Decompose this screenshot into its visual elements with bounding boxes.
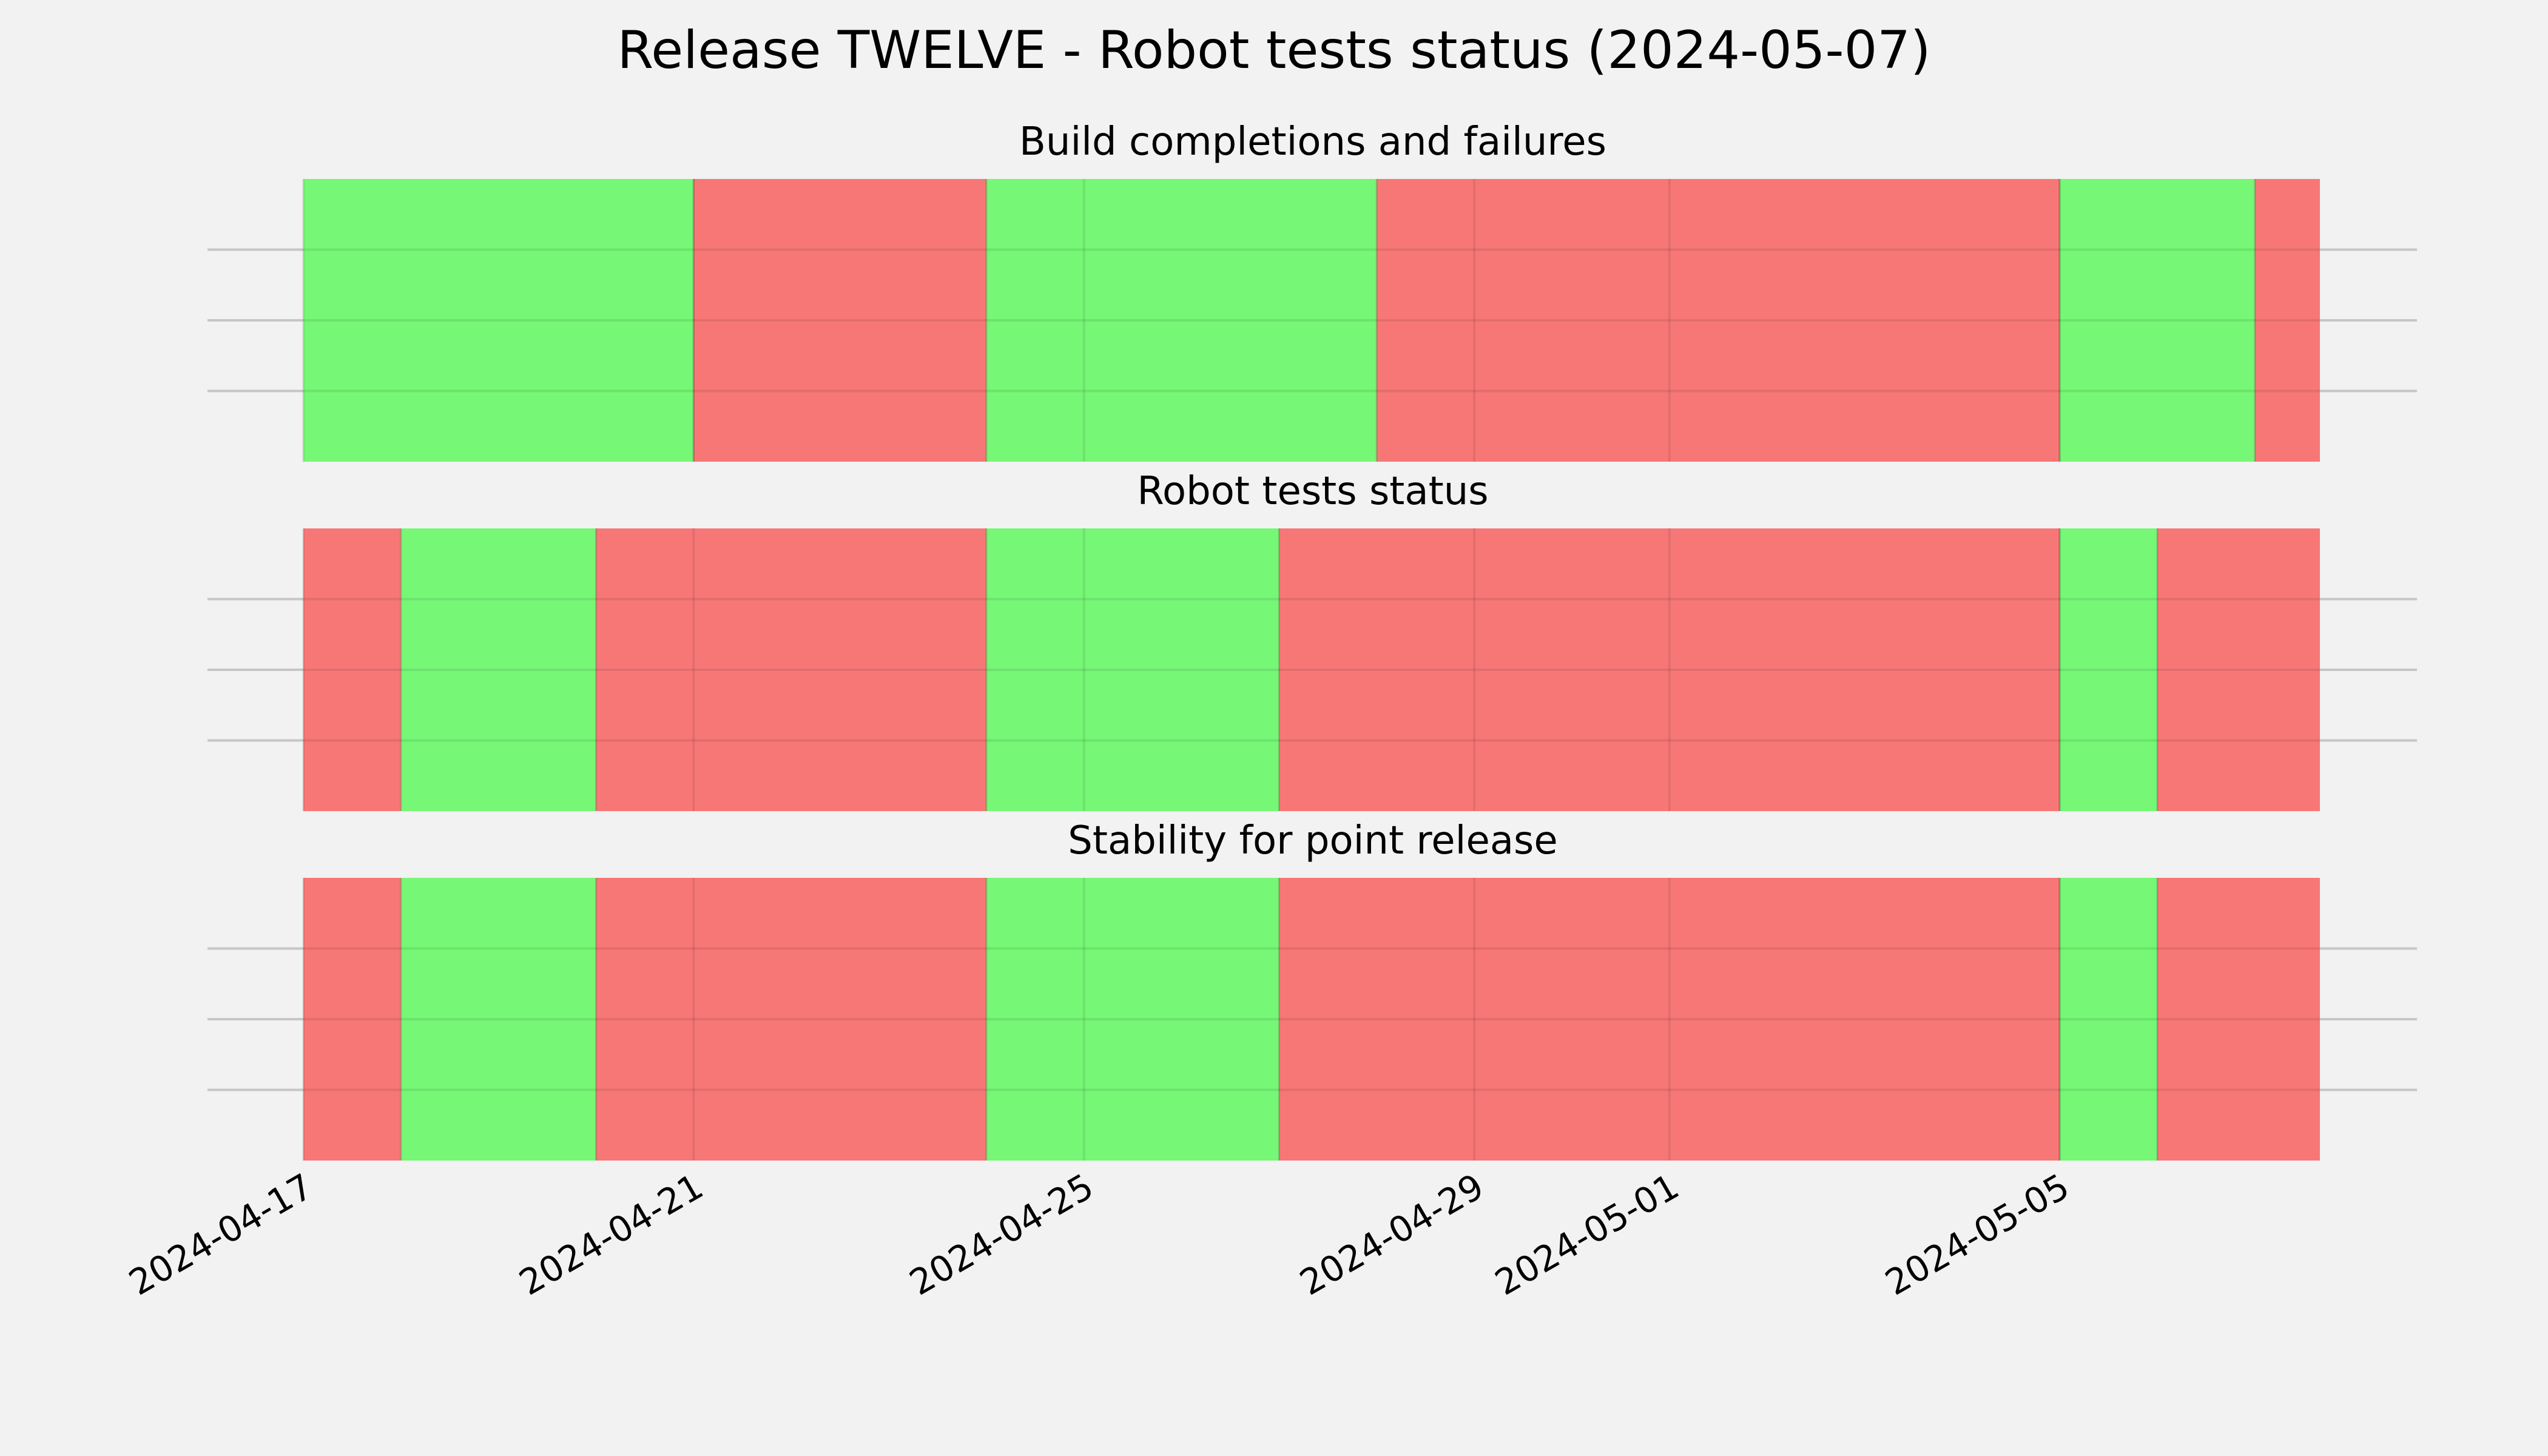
status-segment-pass: [400, 528, 596, 811]
status-segment-pass: [400, 878, 596, 1161]
status-segment-pass: [986, 179, 1377, 462]
status-segment-pass: [2060, 528, 2157, 811]
panel-title: Robot tests status: [1137, 469, 1488, 514]
panel-title: Stability for point release: [1068, 818, 1558, 863]
chart-title: Release TWELVE - Robot tests status (202…: [617, 20, 1930, 81]
panel-3: Stability for point release: [207, 818, 2417, 1161]
status-segment-fail: [303, 878, 401, 1161]
status-segment-pass: [2060, 179, 2255, 462]
x-tick-label: 2024-04-25: [903, 1165, 1100, 1303]
panel-1: Build completions and failures: [207, 120, 2417, 462]
x-tick-label: 2024-05-01: [1488, 1165, 1686, 1303]
x-tick-label: 2024-04-29: [1293, 1165, 1491, 1303]
status-segment-fail: [596, 528, 986, 811]
panel-title: Build completions and failures: [1019, 120, 1606, 164]
status-segment-fail: [2254, 179, 2320, 462]
status-segment-fail: [2157, 878, 2320, 1161]
status-segment-fail: [1377, 179, 2060, 462]
status-segment-pass: [986, 878, 1279, 1161]
status-segment-pass: [986, 528, 1279, 811]
panel-2: Robot tests status: [207, 469, 2417, 811]
status-segment-fail: [693, 179, 986, 462]
x-axis: 2024-04-17 2024-04-21 2024-04-25 2024-04-29…: [122, 1165, 2076, 1303]
status-segment-fail: [1279, 878, 2060, 1161]
status-segment-fail: [2157, 528, 2320, 811]
status-segment-fail: [596, 878, 986, 1161]
status-segment-fail: [1279, 528, 2060, 811]
status-segment-pass: [2060, 878, 2157, 1161]
status-segment-fail: [303, 528, 401, 811]
status-segment-pass: [303, 179, 694, 462]
panels: Build completions and failures Robot test…: [207, 120, 2417, 1161]
x-tick-label: 2024-05-05: [1878, 1165, 2076, 1303]
x-tick-label: 2024-04-21: [512, 1165, 710, 1303]
x-tick-label: 2024-04-17: [122, 1165, 320, 1303]
